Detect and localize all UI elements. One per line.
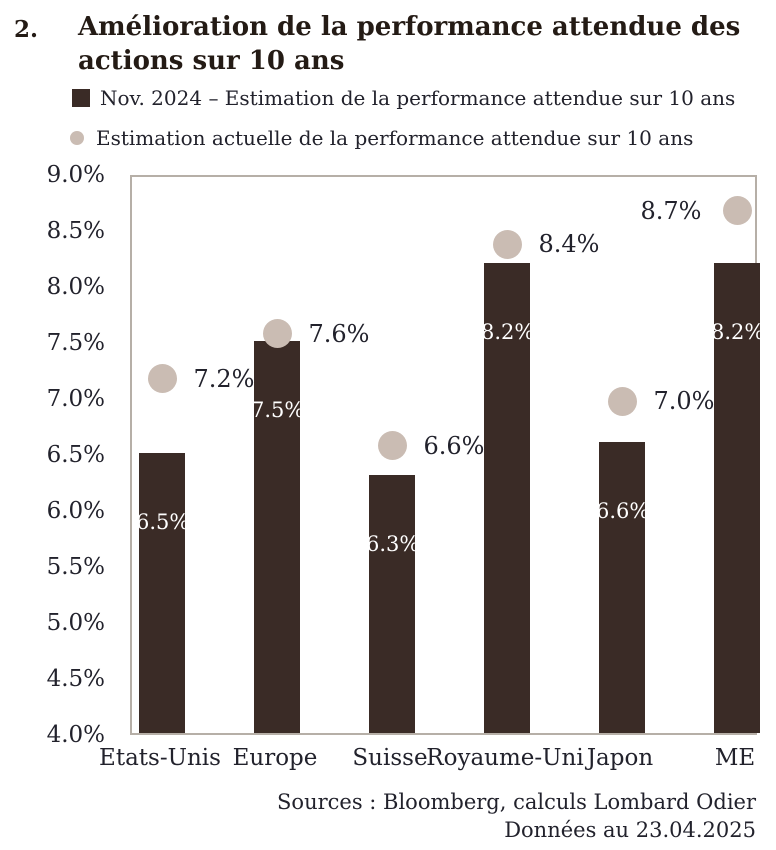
legend-label-current: Estimation actuelle de la performance at…	[96, 126, 694, 150]
x-category-label-Etats-Unis: Etats-Unis	[99, 745, 221, 771]
bar-value-label: 6.5%	[136, 510, 190, 534]
chart-title-line2: actions sur 10 ans	[78, 46, 345, 76]
x-category-label-ME: ME	[714, 745, 756, 771]
y-axis: 9.0% 8.5% 8.0% 7.5% 7.0% 6.5% 6.0% 5.5% 5.0% 4.5%…	[0, 162, 105, 748]
chart-title: Amélioration de la performance attendue …	[78, 10, 776, 78]
chart-title-line1: Amélioration de la performance attendue …	[78, 12, 741, 42]
bar-value-label: 6.6%	[596, 498, 650, 523]
x-axis: Etats-Unis Europe Suisse Royaume-Uni Japon ME	[99, 745, 757, 779]
dot-value-label: 6.6%	[423, 431, 485, 460]
x-category-label-Suisse: Suisse	[352, 745, 428, 771]
source-line1: Sources : Bloomberg, calculs Lombard Odi…	[277, 790, 756, 814]
dot-value-label: 7.0%	[653, 387, 715, 415]
y-tick-label: 6.0%	[46, 498, 105, 524]
y-tick-label: 8.5%	[46, 218, 105, 244]
bar-ME: 8.2%	[711, 262, 765, 733]
estimate-dot-ME	[722, 196, 752, 226]
y-tick-label: 5.5%	[46, 554, 105, 580]
dot-series-swatch-icon	[70, 131, 84, 145]
y-tick-label: 7.5%	[46, 330, 105, 356]
plot-area: 6.5% 7.2% 7.5% 7.6% 6.3% 6.6% 8.2% 8.4% 6.6% 7.0%…	[130, 175, 765, 735]
dot-value-label: 8.4%	[538, 230, 600, 259]
bar-Etats-Unis: 6.5%	[136, 453, 190, 733]
source-line2: Données au 23.04.2025	[504, 818, 756, 842]
x-category-label-Royaume-Uni: Royaume-Uni	[426, 745, 584, 771]
y-tick-label: 8.0%	[46, 274, 105, 300]
figure-number: 2.	[14, 16, 39, 43]
dot-value-label: 8.7%	[640, 196, 702, 225]
bar-series-swatch-icon	[72, 89, 90, 107]
bar-Suisse: 6.3%	[366, 475, 420, 733]
source-note: Sources : Bloomberg, calculs Lombard Odi…	[277, 788, 756, 844]
estimate-dot-Etats-Unis	[147, 364, 177, 394]
y-tick-label: 4.5%	[46, 666, 105, 692]
dot-value-label: 7.6%	[308, 319, 370, 348]
dot-value-label: 7.2%	[193, 364, 255, 393]
estimate-dot-Suisse	[377, 431, 407, 461]
bar-Europe: 7.5%	[251, 341, 305, 733]
estimate-dot-Royaume-Uni	[492, 229, 522, 259]
y-tick-label: 4.0%	[46, 722, 105, 748]
estimate-dot-Japon	[607, 386, 637, 416]
bar-value-label: 7.5%	[251, 398, 305, 422]
bar-Japon: 6.6%	[596, 441, 650, 733]
x-category-label-Japon: Japon	[586, 745, 654, 771]
bar-value-label: 8.2%	[481, 319, 535, 344]
bar-value-label: 6.3%	[366, 532, 420, 557]
bar-value-label: 8.2%	[711, 319, 765, 344]
y-tick-label: 5.0%	[46, 610, 105, 636]
estimate-dot-Europe	[262, 319, 292, 349]
x-category-label-Europe: Europe	[232, 745, 318, 771]
y-tick-label: 7.0%	[46, 386, 105, 412]
y-tick-label: 6.5%	[46, 442, 105, 468]
legend-item-current: Estimation actuelle de la performance at…	[70, 126, 693, 150]
y-tick-label: 9.0%	[46, 162, 105, 188]
bar-Royaume-Uni: 8.2%	[481, 262, 535, 733]
legend-item-nov2024: Nov. 2024 – Estimation de la performance…	[72, 86, 735, 110]
legend-label-nov2024: Nov. 2024 – Estimation de la performance…	[100, 86, 736, 110]
